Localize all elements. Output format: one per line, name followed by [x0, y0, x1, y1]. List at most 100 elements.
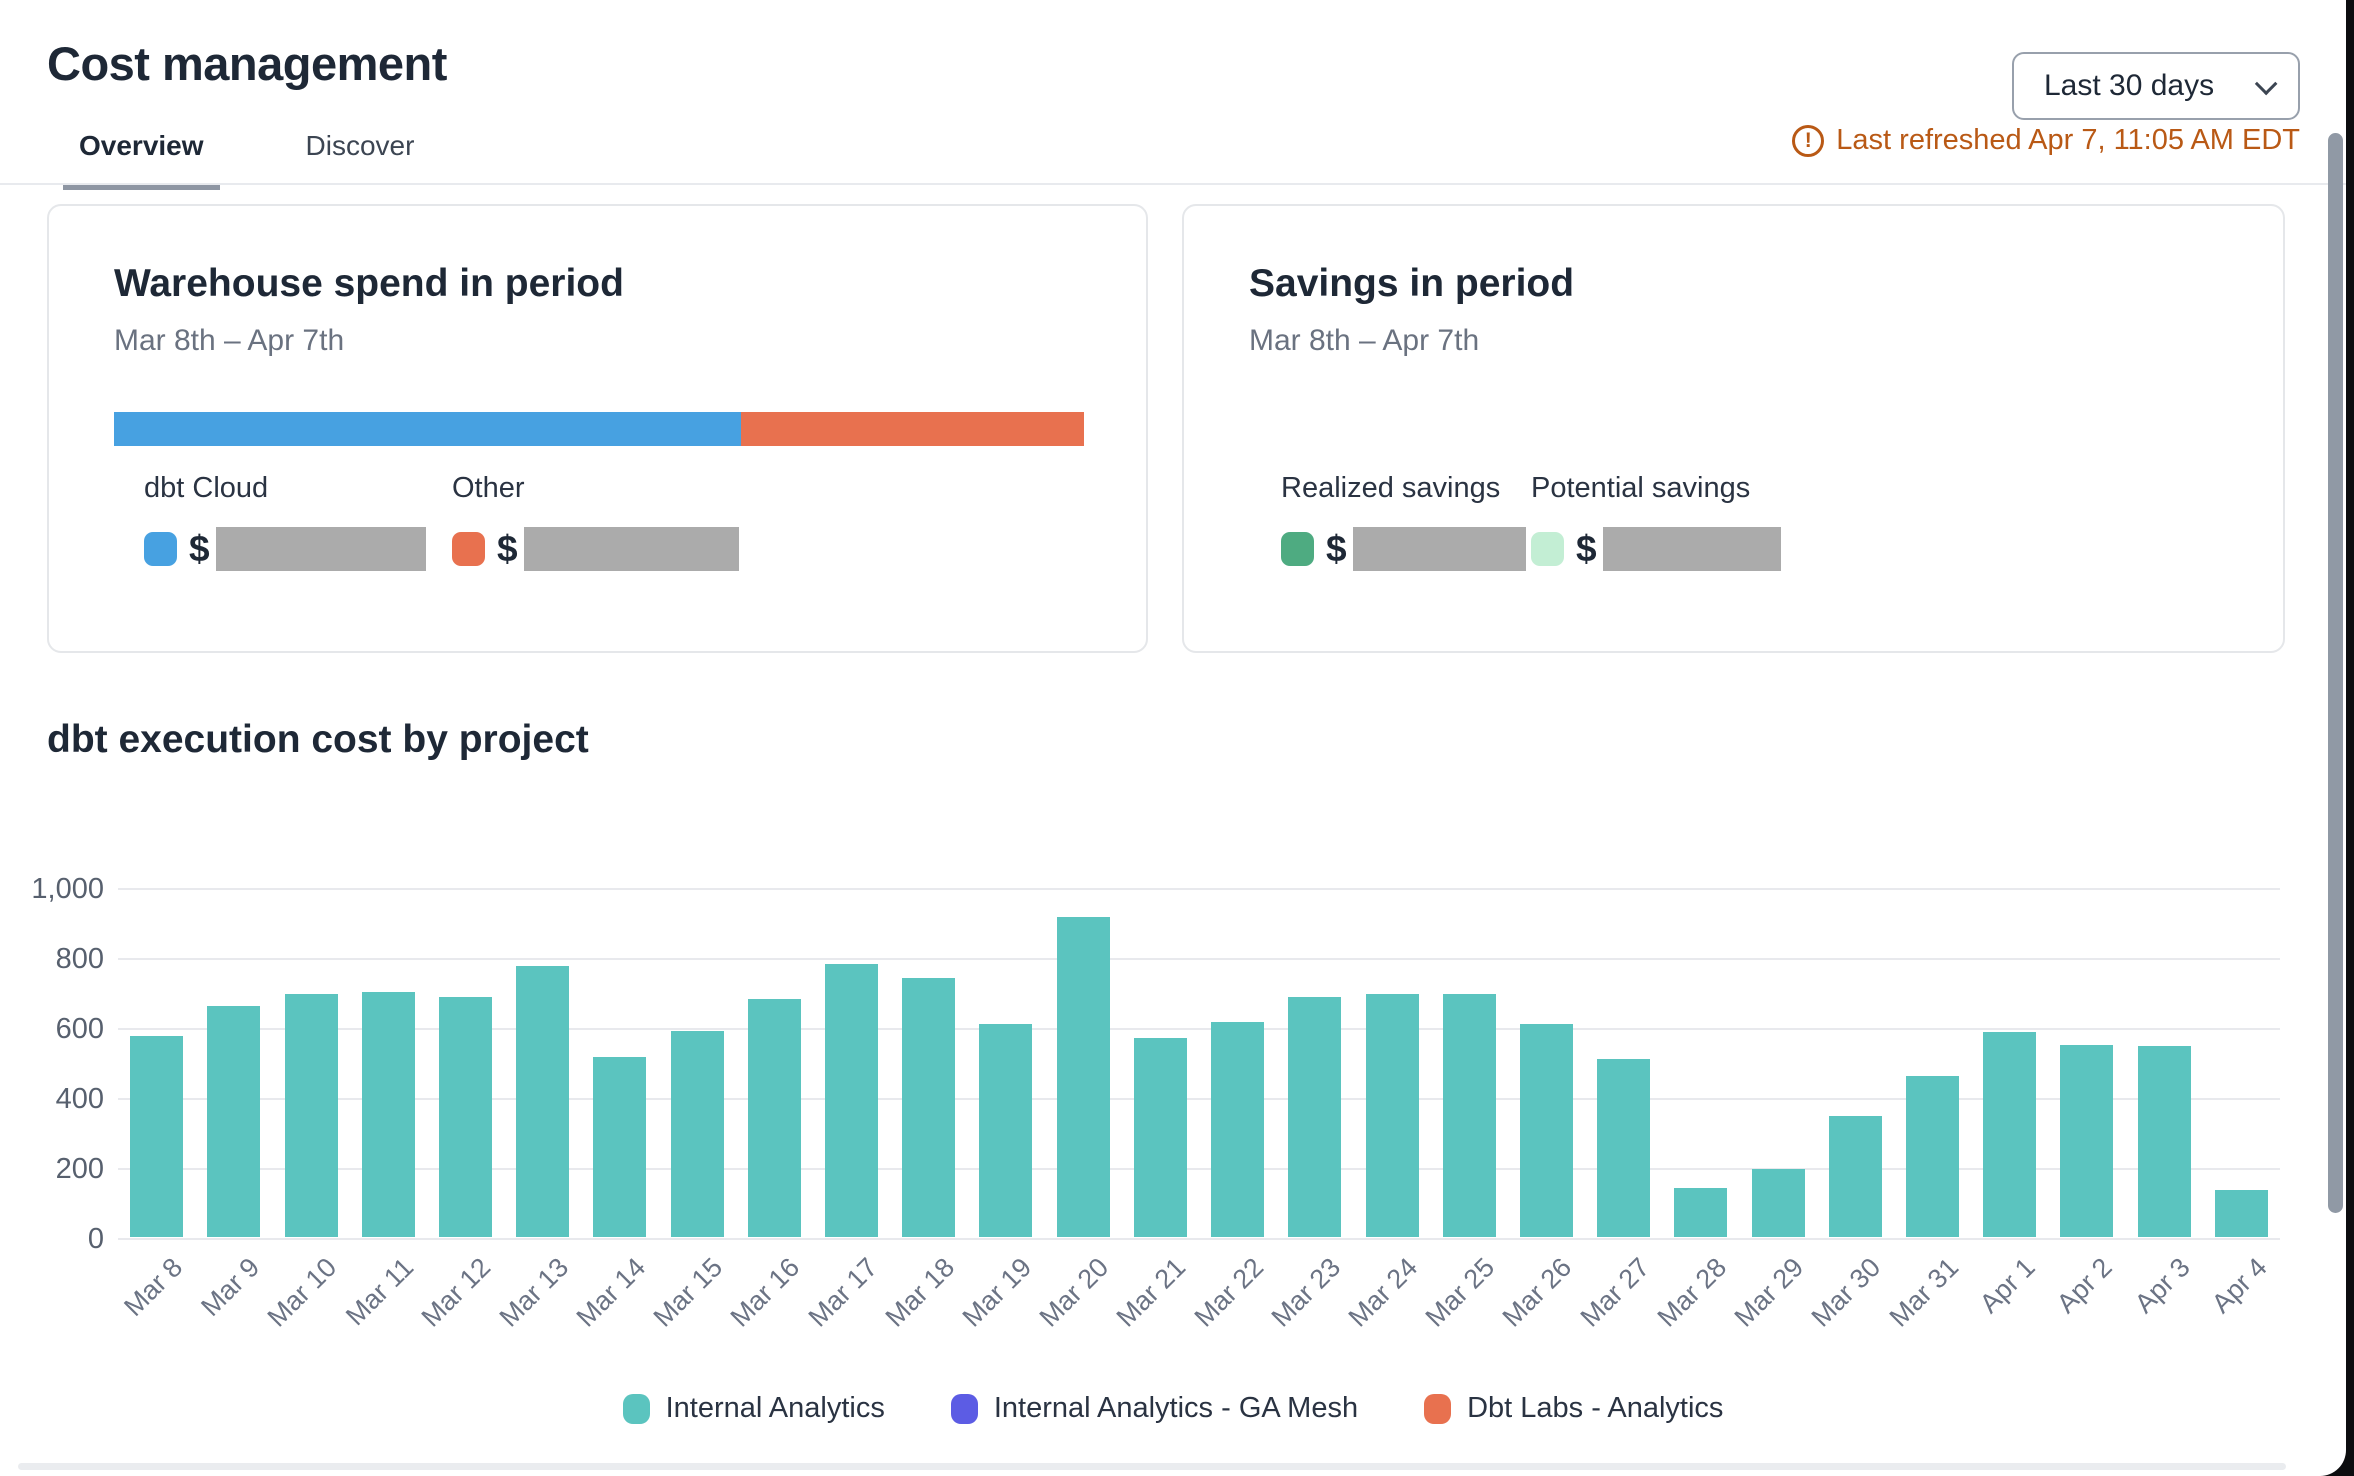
- legend-text-internal-analytics: Internal Analytics: [665, 1392, 885, 1424]
- legend-value-dbt-cloud: $: [144, 527, 452, 571]
- chart-title: dbt execution cost by project: [47, 718, 589, 761]
- gridline-800: [118, 958, 2280, 960]
- bar-mar-13[interactable]: [516, 965, 570, 1237]
- legend-value-other: $: [452, 527, 760, 571]
- tab-overview[interactable]: Overview: [63, 130, 220, 190]
- date-range-select[interactable]: Last 30 days: [2012, 52, 2300, 120]
- x-label-mar-11: Mar 11: [340, 1252, 420, 1332]
- x-label-mar-18: Mar 18: [879, 1252, 960, 1333]
- bar-apr-4[interactable]: [2214, 1189, 2268, 1237]
- x-label-mar-29: Mar 29: [1728, 1252, 1810, 1333]
- legend-swatch-internal-analytics: [622, 1393, 650, 1424]
- bar-mar-19[interactable]: [979, 1023, 1033, 1237]
- vertical-scrollbar-thumb[interactable]: [2328, 133, 2343, 1213]
- redacted-value-box: [1602, 527, 1781, 571]
- swatch-realized-savings: [1281, 532, 1314, 566]
- warehouse-spend-card: Warehouse spend in period Mar 8th – Apr …: [47, 204, 1148, 653]
- currency-symbol: $: [497, 528, 518, 569]
- x-label-mar-22: Mar 22: [1188, 1252, 1269, 1333]
- x-label-mar-21: Mar 21: [1110, 1252, 1192, 1333]
- bar-mar-20[interactable]: [1056, 916, 1110, 1237]
- x-label-apr-3: Apr 3: [2128, 1252, 2196, 1319]
- x-label-mar-25: Mar 25: [1419, 1252, 1501, 1333]
- bar-apr-3[interactable]: [2137, 1046, 2191, 1237]
- gridline-600: [118, 1028, 2280, 1030]
- currency-symbol: $: [189, 528, 210, 569]
- legend-swatch-internal-analytics-ga-mesh: [950, 1393, 978, 1424]
- bar-mar-26[interactable]: [1519, 1023, 1573, 1237]
- warehouse-spend-stacked-bar: [114, 412, 1084, 446]
- bar-apr-1[interactable]: [1983, 1032, 2037, 1237]
- swatch-dbt-cloud: [144, 532, 177, 566]
- x-label-mar-16: Mar 16: [724, 1252, 806, 1333]
- savings-card: Savings in period Mar 8th – Apr 7th Real…: [1182, 204, 2285, 653]
- spend-segment-dbt-cloud: [114, 412, 741, 446]
- x-label-mar-28: Mar 28: [1651, 1252, 1733, 1333]
- x-label-apr-4: Apr 4: [2205, 1252, 2273, 1319]
- legend-label-realized-savings: Realized savings: [1281, 472, 1501, 504]
- legend-value-potential-savings: $: [1531, 527, 1781, 571]
- bar-mar-25[interactable]: [1442, 993, 1496, 1237]
- bar-mar-15[interactable]: [670, 1030, 724, 1237]
- x-label-mar-24: Mar 24: [1342, 1252, 1424, 1333]
- warehouse-spend-legend: dbt Cloud $ Other $: [144, 472, 760, 571]
- x-label-mar-9: Mar 9: [195, 1252, 266, 1323]
- bar-mar-24[interactable]: [1365, 993, 1419, 1237]
- bar-mar-9[interactable]: [207, 1006, 261, 1237]
- legend-item-internal-analytics-ga-mesh[interactable]: Internal Analytics - GA Mesh: [950, 1392, 1358, 1425]
- legend-label-potential-savings: Potential savings: [1531, 472, 1751, 504]
- bar-mar-21[interactable]: [1133, 1037, 1187, 1237]
- chart-legend: Internal Analytics Internal Analytics - G…: [0, 1392, 2346, 1425]
- bar-mar-14[interactable]: [593, 1056, 647, 1237]
- legend-item-dbt-labs-analytics[interactable]: Dbt Labs - Analytics: [1424, 1392, 1723, 1425]
- bar-mar-18[interactable]: [902, 978, 956, 1237]
- bar-mar-16[interactable]: [747, 999, 801, 1237]
- swatch-potential-savings: [1531, 532, 1564, 566]
- legend-col-dbt-cloud: dbt Cloud $: [144, 472, 452, 571]
- x-label-mar-23: Mar 23: [1265, 1252, 1347, 1333]
- legend-item-internal-analytics[interactable]: Internal Analytics: [622, 1392, 885, 1425]
- last-refreshed-text: Last refreshed Apr 7, 11:05 AM EDT: [1836, 124, 2300, 156]
- bar-mar-22[interactable]: [1211, 1021, 1265, 1237]
- bar-mar-11[interactable]: [361, 992, 415, 1237]
- currency-symbol: $: [1326, 528, 1347, 569]
- alert-circle-icon: !: [1792, 124, 1825, 157]
- bar-mar-17[interactable]: [825, 964, 879, 1237]
- x-label-mar-8: Mar 8: [117, 1252, 188, 1323]
- x-label-mar-10: Mar 10: [261, 1252, 343, 1333]
- legend-text-dbt-labs-analytics: Dbt Labs - Analytics: [1467, 1392, 1724, 1424]
- bar-mar-31[interactable]: [1906, 1076, 1960, 1237]
- y-tick-200: 200: [55, 1153, 104, 1185]
- bar-mar-29[interactable]: [1751, 1168, 1805, 1237]
- chart-plot-area: [118, 888, 2280, 1240]
- savings-card-title: Savings in period: [1249, 262, 1575, 305]
- gridline-0: [118, 1238, 2280, 1240]
- bar-mar-28[interactable]: [1674, 1188, 1728, 1237]
- bar-mar-30[interactable]: [1828, 1116, 1882, 1237]
- y-tick-1000: 1,000: [31, 873, 104, 905]
- legend-col-other: Other $: [452, 472, 760, 571]
- chevron-down-icon: [2254, 72, 2278, 96]
- x-label-mar-19: Mar 19: [956, 1252, 1038, 1333]
- header-divider: [0, 183, 2346, 185]
- x-label-mar-14: Mar 14: [570, 1252, 652, 1333]
- savings-legend: Realized savings $ Potential savings $: [1281, 472, 1781, 571]
- gridline-1000: [118, 888, 2280, 890]
- savings-card-date-range: Mar 8th – Apr 7th: [1249, 324, 1480, 357]
- tab-discover[interactable]: Discover: [305, 130, 415, 161]
- bar-mar-10[interactable]: [284, 993, 338, 1237]
- y-tick-800: 800: [55, 943, 104, 975]
- bar-mar-23[interactable]: [1288, 997, 1342, 1237]
- bar-mar-27[interactable]: [1597, 1058, 1651, 1237]
- legend-label-other: Other: [452, 472, 525, 504]
- y-tick-0: 0: [87, 1223, 104, 1255]
- x-label-apr-1: Apr 1: [1974, 1252, 2041, 1319]
- legend-col-potential-savings: Potential savings $: [1531, 472, 1781, 571]
- bar-mar-12[interactable]: [438, 997, 492, 1237]
- x-label-mar-27: Mar 27: [1574, 1252, 1655, 1333]
- bar-apr-2[interactable]: [2060, 1044, 2114, 1237]
- redacted-value-box: [215, 527, 426, 571]
- bar-mar-8[interactable]: [130, 1035, 184, 1237]
